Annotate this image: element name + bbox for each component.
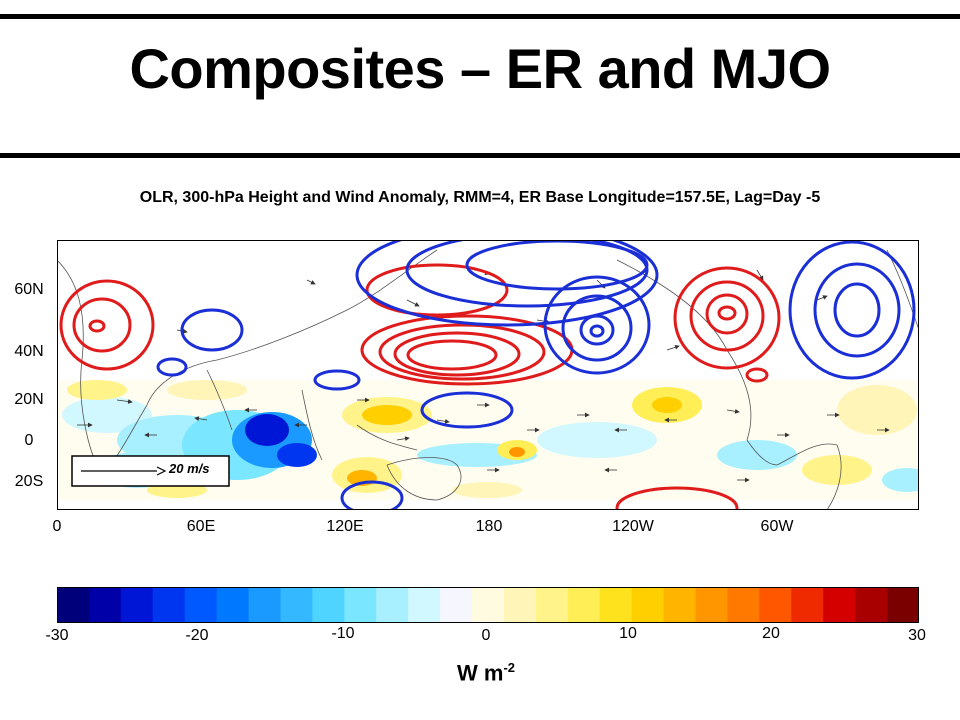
- colorbar-segment: [567, 587, 601, 623]
- lon-label-0: 0: [52, 518, 62, 535]
- colorbar-tick-neg30: -30: [45, 627, 69, 644]
- coastlines: [57, 249, 919, 510]
- colorbar-segment: [599, 587, 633, 623]
- colorbar-segment: [57, 587, 90, 623]
- colorbar-segment: [216, 587, 250, 623]
- colorbar-segment: [472, 587, 505, 623]
- top-rule: [0, 14, 960, 19]
- colorbar-tick-neg20: -20: [185, 627, 209, 644]
- colorbar-segment: [440, 587, 473, 623]
- colorbar-segment: [184, 587, 218, 623]
- colorbar-segment: [823, 587, 856, 623]
- lon-label-60w: 60W: [760, 518, 794, 535]
- colorbar-tick-0: 0: [481, 627, 491, 644]
- lat-label-20n: 20N: [14, 391, 44, 408]
- reference-vector-box: [71, 455, 230, 487]
- lat-label-60n: 60N: [14, 281, 44, 298]
- map-subtitle: OLR, 300-hPa Height and Wind Anomaly, RM…: [139, 189, 821, 206]
- colorbar-segment: [663, 587, 697, 623]
- colorbar-segment: [152, 587, 186, 623]
- colorbar-segment: [887, 587, 919, 623]
- lon-label-60e: 60E: [186, 518, 216, 535]
- colorbar-tick-neg10: -10: [331, 625, 355, 642]
- anomaly-map: [57, 240, 919, 510]
- colorbar-segment: [535, 587, 569, 623]
- colorbar: [57, 587, 919, 623]
- colorbar-segment: [503, 587, 537, 623]
- colorbar-segment: [376, 587, 409, 623]
- colorbar-segment: [855, 587, 888, 623]
- colorbar-segment: [344, 587, 377, 623]
- colorbar-segment: [791, 587, 824, 623]
- colorbar-segment: [120, 587, 154, 623]
- reference-vector-label: 20 m/s: [169, 461, 210, 476]
- lon-label-180: 180: [475, 518, 503, 535]
- colorbar-segment: [695, 587, 729, 623]
- bottom-rule: [0, 153, 960, 158]
- colorbar-tick-10: 10: [619, 625, 637, 642]
- colorbar-segment: [631, 587, 665, 623]
- olr-shading: [57, 380, 919, 500]
- units-base: W m: [457, 660, 504, 686]
- slide-title: Composites – ER and MJO: [129, 37, 831, 100]
- colorbar-units: W m-2: [457, 660, 515, 686]
- lat-label-40n: 40N: [14, 343, 44, 360]
- colorbar-segment: [408, 587, 441, 623]
- lat-label-20s: 20S: [14, 473, 44, 490]
- colorbar-tick-20: 20: [762, 625, 780, 642]
- colorbar-segment: [312, 587, 345, 623]
- negative-height-contours: [156, 240, 916, 510]
- colorbar-segment: [280, 587, 314, 623]
- lat-label-eq: 0: [24, 432, 34, 449]
- colorbar-segment: [759, 587, 792, 623]
- colorbar-segment: [88, 587, 122, 623]
- colorbar-border: [57, 587, 919, 623]
- colorbar-segment: [248, 587, 282, 623]
- colorbar-segment: [727, 587, 760, 623]
- units-exponent: -2: [503, 660, 516, 675]
- lon-label-120e: 120E: [326, 518, 364, 535]
- colorbar-tick-30: 30: [908, 627, 926, 644]
- lon-label-120w: 120W: [612, 518, 654, 535]
